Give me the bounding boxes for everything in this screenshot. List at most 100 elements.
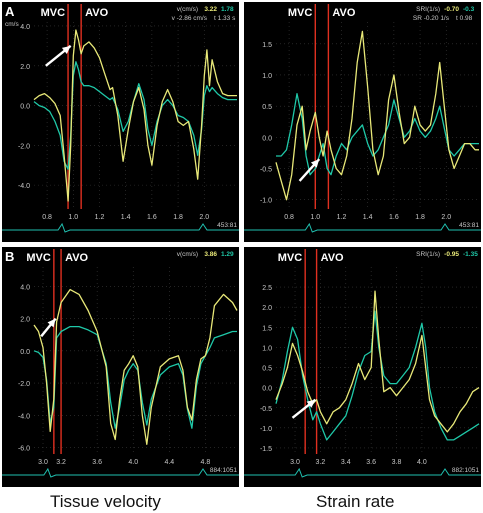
marker-label-avo: AVO: [65, 252, 88, 264]
y-tick-label: 0.5: [262, 104, 272, 111]
tissue-velocity-chart-a: 4.0 2.0 0.0 -2.0 -4.0 0.8 1.0 1.2 1.4 1.6 1.8 2.0 MV…: [2, 2, 239, 242]
tissue-velocity-chart-b: 4.0 2.0 0.0 -2.0 -4.0 -6.0 3.0 3.2 3.6 4.0 4.4 4.8 M…: [2, 247, 239, 487]
x-tick-label: 4.0: [417, 459, 427, 466]
marker-label-avo: AVO: [85, 7, 108, 19]
x-tick-label: 1.2: [337, 214, 347, 221]
y-tick-label: -6.0: [18, 446, 30, 453]
y-tick-label: 2.0: [20, 317, 30, 324]
ecg-trace: [244, 467, 481, 478]
header-unit: SRI(1/s): [416, 6, 440, 13]
annotation-arrow-head: [61, 45, 71, 54]
x-tick-label: 1.0: [68, 214, 78, 221]
ecg-trace: [244, 222, 481, 233]
y-tick-label: -4.0: [18, 413, 30, 420]
y-tick-label: 1.5: [262, 42, 272, 49]
y-tick-label: 1.0: [262, 345, 272, 352]
x-tick-label: 3.4: [341, 459, 351, 466]
y-tick-label: -1.5: [260, 446, 272, 453]
x-tick-label: 0.8: [42, 214, 52, 221]
y-tick-label: 0.0: [262, 386, 272, 393]
caption-strain-rate: Strain rate: [316, 492, 395, 511]
header-value-a: -0.70: [444, 6, 459, 13]
y-tick-label: 4.0: [20, 284, 30, 291]
panel-background: [244, 2, 481, 242]
frame-counter: 884:1051: [210, 467, 237, 474]
y-tick-label: 2.5: [262, 285, 272, 292]
marker-label-avo: AVO: [321, 252, 344, 264]
y-tick-label: 2.0: [20, 64, 30, 71]
x-tick-label: 2.0: [199, 214, 209, 221]
marker-label-avo: AVO: [332, 7, 355, 19]
header-value-b: -1.35: [463, 251, 478, 258]
header-value-a: 3.22: [204, 6, 217, 13]
caption-tissue-velocity: Tissue velocity: [50, 492, 161, 511]
header-readout: SR -0.20 1/s: [413, 15, 450, 22]
header-readout: v -2.86 cm/s: [172, 15, 208, 22]
marker-label-mvc: MVC: [288, 7, 313, 19]
y-tick-label: 1.5: [262, 325, 272, 332]
x-tick-label: 1.6: [389, 214, 399, 221]
y-tick-label: -1.0: [260, 426, 272, 433]
marker-label-mvc: MVC: [41, 7, 66, 19]
frame-counter: 453:81: [459, 222, 479, 229]
x-tick-label: 1.2: [95, 214, 105, 221]
header-value-a: -0.95: [444, 251, 459, 258]
ecg-trace: [2, 222, 239, 233]
y-tick-label: 0.5: [262, 366, 272, 373]
annotation-arrow-head: [47, 318, 56, 328]
y-tick-label: -1.0: [260, 198, 272, 205]
header-time: t 0.98: [456, 15, 473, 22]
x-tick-label: 1.8: [173, 214, 183, 221]
y-tick-label: 0.0: [262, 135, 272, 142]
frame-counter: 453:81: [217, 222, 237, 229]
panel-background: [2, 247, 239, 487]
header-value-b: -0.3: [463, 6, 475, 13]
y-tick-label: -2.0: [18, 381, 30, 388]
header-value-b: 1.29: [221, 251, 234, 258]
annotation-arrow-head: [310, 159, 320, 168]
y-tick-label: -0.5: [260, 166, 272, 173]
series-line-1: [33, 29, 237, 202]
header-value-b: 1.78: [221, 6, 234, 13]
x-tick-label: 2.0: [441, 214, 451, 221]
y-tick-label: -0.5: [260, 406, 272, 413]
x-tick-label: 1.8: [415, 214, 425, 221]
y-tick-label: 2.0: [262, 305, 272, 312]
x-tick-label: 3.6: [92, 459, 102, 466]
x-tick-label: 3.2: [56, 459, 66, 466]
x-tick-label: 3.0: [290, 459, 300, 466]
y-tick-label: 0.0: [20, 349, 30, 356]
x-tick-label: 1.4: [121, 214, 131, 221]
y-tick-label: 0.0: [20, 104, 30, 111]
y-tick-label: 1.0: [262, 73, 272, 80]
series-line-2: [275, 310, 480, 441]
x-tick-label: 3.0: [38, 459, 48, 466]
marker-label-mvc: MVC: [26, 252, 51, 264]
panel-letter: B: [5, 249, 14, 264]
header-unit: v(cm/s): [177, 6, 198, 13]
x-tick-label: 4.8: [201, 459, 211, 466]
ecg-trace: [2, 467, 239, 478]
corner-unit-label: cm/s: [5, 21, 19, 28]
marker-label-mvc: MVC: [278, 252, 303, 264]
header-unit: SRI(1/s): [416, 251, 440, 258]
series-line-1: [275, 290, 480, 433]
series-line-1: [33, 288, 238, 445]
x-tick-label: 3.8: [392, 459, 402, 466]
header-unit: v(cm/s): [177, 251, 198, 258]
x-tick-label: 1.6: [147, 214, 157, 221]
y-tick-label: 4.0: [20, 24, 30, 31]
x-tick-label: 1.4: [363, 214, 373, 221]
x-tick-label: 1.0: [310, 214, 320, 221]
y-tick-label: -4.0: [18, 183, 30, 190]
x-tick-label: 4.0: [128, 459, 138, 466]
series-line-1: [275, 30, 479, 201]
header-time: t 1.33 s: [214, 15, 236, 22]
strain-rate-chart-b: 2.5 2.0 1.5 1.0 0.5 0.0 -0.5 -1.0 -1.5 3.0 3.2 3.4 3…: [244, 247, 481, 487]
panel-letter: A: [5, 4, 15, 19]
annotation-arrow-head: [306, 399, 316, 408]
x-tick-label: 3.2: [316, 459, 326, 466]
y-tick-label: -2.0: [18, 143, 30, 150]
header-value-a: 3.86: [204, 251, 217, 258]
frame-counter: 882:1051: [452, 467, 479, 474]
